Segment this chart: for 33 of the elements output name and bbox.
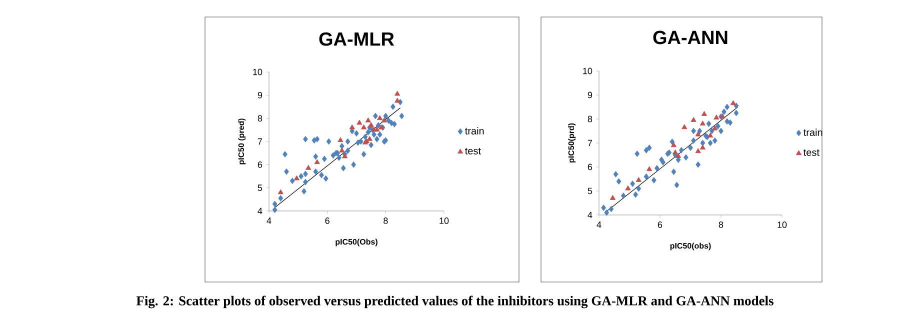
y-tick-label: 7 — [258, 138, 262, 145]
y-axis-title: pIC50(prd) — [568, 123, 576, 162]
x-tick-label: 10 — [778, 222, 787, 228]
x-tick-label: 6 — [658, 222, 662, 228]
y-tick-label: 8 — [588, 116, 592, 122]
x-tick-label: 8 — [718, 222, 724, 228]
y-tick-label: 10 — [583, 68, 592, 74]
x-tick-label: 4 — [266, 218, 272, 224]
y-tick-label: 5 — [588, 188, 592, 194]
legend-label: train — [804, 128, 822, 136]
y-tick-label: 4 — [258, 208, 262, 214]
x-axis-title: pIC50(obs) — [670, 242, 711, 250]
x-tick-label: 6 — [325, 218, 330, 224]
x-tick-label: 4 — [596, 222, 602, 228]
y-tick-label: 7 — [588, 140, 592, 146]
y-axis-title: pIC50 (pred) — [238, 118, 246, 164]
x-tick-label: 8 — [384, 218, 388, 224]
legend-label: train — [465, 127, 484, 134]
y-tick-label: 9 — [258, 92, 262, 98]
chart-title: GA-ANN — [653, 30, 728, 44]
y-tick-label: 9 — [588, 92, 592, 98]
legend-label: test — [465, 148, 481, 154]
y-tick-label: 4 — [588, 212, 592, 218]
x-axis-title: pIC50(Obs) — [336, 238, 378, 246]
y-tick-label: 5 — [258, 184, 262, 191]
x-tick-label: 10 — [440, 218, 449, 224]
y-tick-label: 6 — [258, 161, 262, 168]
chart-title: GA-MLR — [319, 32, 394, 46]
y-tick-label: 6 — [588, 164, 592, 170]
y-tick-label: 8 — [258, 115, 262, 122]
caption: Fig. 2: Scatter plots of observed versus predicted values of the inhibitors using GA-MLR and GA-ANN models — [136, 296, 774, 308]
legend-label: test — [804, 149, 820, 156]
y-tick-label: 10 — [253, 68, 262, 76]
